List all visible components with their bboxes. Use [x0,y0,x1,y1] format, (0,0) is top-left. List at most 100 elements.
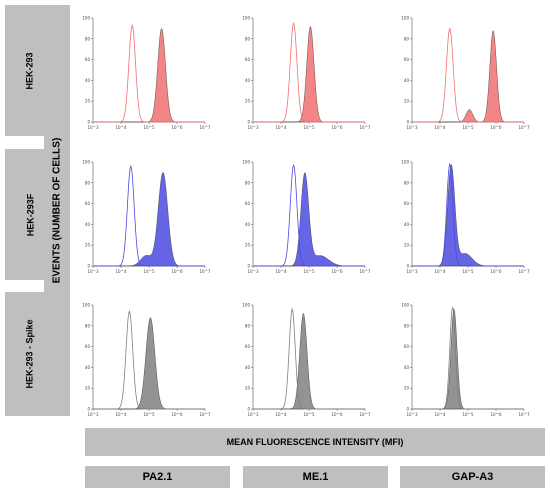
y-tick-label: 60 [245,57,251,62]
y-tick-label: 100 [242,303,250,308]
x-tick-label: 10^4 [435,125,446,130]
histogram-hek-293f-gap-a3: 0 20 40 60 80 100 10^3 10^4 10^5 10^6 10^7 [401,160,530,275]
x-tick-label: 10^4 [116,125,127,130]
y-tick-label: 60 [404,57,410,62]
x-tick-label: 10^7 [360,269,371,274]
x-tick-label: 10^5 [144,125,155,130]
control-histogram [253,21,365,123]
x-tick-label: 10^3 [407,125,418,130]
y-tick-label: 0 [247,120,250,125]
y-tick-label: 100 [82,16,90,21]
y-tick-label: 100 [82,303,90,308]
x-tick-label: 10^5 [304,125,315,130]
x-tick-label: 10^7 [200,412,211,417]
x-tick-label: 10^3 [88,125,99,130]
histogram-hek-293-gap-a3: 0 20 40 60 80 100 10^3 10^4 10^5 10^6 10^7 [401,16,530,131]
y-tick-label: 20 [245,386,251,391]
sample-histogram [93,171,205,267]
control-histogram [412,162,524,267]
y-tick-label: 20 [245,99,251,104]
y-tick-label: 80 [404,180,410,185]
y-tick-label: 40 [245,78,251,83]
y-tick-label: 100 [242,160,250,165]
sample-histogram [412,308,524,410]
y-tick-label: 80 [245,180,251,185]
x-tick-label: 10^4 [276,125,287,130]
y-tick-label: 0 [247,264,250,269]
x-tick-label: 10^6 [491,412,502,417]
x-axis-title-bar: MEAN FLUORESCENCE INTENSITY (MFI) [85,428,545,456]
y-tick-label: 40 [404,78,410,83]
y-tick-label: 60 [245,344,251,349]
sample-histogram [412,29,524,123]
x-tick-label: 10^3 [88,269,99,274]
sample-histogram [253,25,365,123]
histogram-hek-293-spike-gap-a3: 0 20 40 60 80 100 10^3 10^4 10^5 10^6 10^7 [401,303,530,418]
histogram-hek-293-spike-pa2-1: 0 20 40 60 80 100 10^3 10^4 10^5 10^6 10^7 [82,303,211,418]
x-tick-label: 10^6 [172,269,183,274]
y-tick-label: 60 [85,201,91,206]
sample-histogram [253,312,365,410]
y-tick-label: 60 [85,57,91,62]
x-tick-label: 10^5 [304,412,315,417]
y-tick-label: 40 [85,78,91,83]
control-histogram [253,163,365,267]
histogram-hek-293-spike-me-1: 0 20 40 60 80 100 10^3 10^4 10^5 10^6 10^7 [242,303,371,418]
x-tick-label: 10^6 [491,125,502,130]
x-tick-label: 10^3 [248,412,259,417]
x-tick-label: 10^3 [407,269,418,274]
y-tick-label: 80 [85,323,91,328]
y-tick-label: 0 [406,407,409,412]
x-tick-label: 10^6 [172,412,183,417]
control-histogram [93,164,205,267]
x-tick-label: 10^4 [116,269,127,274]
x-tick-label: 10^7 [519,269,530,274]
y-tick-label: 100 [82,160,90,165]
x-tick-label: 10^6 [172,125,183,130]
y-tick-label: 60 [404,344,410,349]
x-axis-title: MEAN FLUORESCENCE INTENSITY (MFI) [226,437,404,447]
x-tick-label: 10^7 [519,412,530,417]
y-tick-label: 20 [404,243,410,248]
x-tick-label: 10^4 [276,269,287,274]
x-tick-label: 10^7 [519,125,530,130]
x-tick-label: 10^6 [332,412,343,417]
histogram-hek-293f-pa2-1: 0 20 40 60 80 100 10^3 10^4 10^5 10^6 10^7 [82,160,211,275]
y-tick-label: 100 [242,16,250,21]
y-tick-label: 20 [85,99,91,104]
column-label-text: ME.1 [302,471,329,483]
y-tick-label: 40 [85,222,91,227]
x-tick-label: 10^4 [435,412,446,417]
column-label-text: PA2.1 [142,471,173,483]
histogram-hek-293-pa2-1: 0 20 40 60 80 100 10^3 10^4 10^5 10^6 10^7 [82,16,211,131]
x-tick-label: 10^4 [116,412,127,417]
y-tick-label: 0 [87,407,90,412]
x-tick-label: 10^3 [88,412,99,417]
y-tick-label: 0 [406,120,409,125]
histogram-hek-293-me-1: 0 20 40 60 80 100 10^3 10^4 10^5 10^6 10^7 [242,16,371,131]
x-tick-label: 10^3 [248,125,259,130]
y-axis-title-bar: EVENTS (NUMBER OF CELLS) [44,5,70,416]
y-tick-label: 80 [85,36,91,41]
control-histogram [93,309,205,410]
column-label-gap-a3: GAP-A3 [400,466,545,488]
control-histogram [93,24,205,123]
y-tick-label: 60 [404,201,410,206]
x-tick-label: 10^5 [463,412,474,417]
sample-histogram [253,172,365,267]
y-tick-label: 20 [404,99,410,104]
y-tick-label: 0 [406,264,409,269]
y-tick-label: 20 [245,243,251,248]
x-tick-label: 10^7 [360,412,371,417]
y-tick-label: 100 [401,16,409,21]
y-tick-label: 20 [404,386,410,391]
x-tick-label: 10^7 [200,269,211,274]
y-tick-label: 80 [245,36,251,41]
y-tick-label: 80 [404,323,410,328]
sample-histogram [93,317,205,410]
y-tick-label: 40 [85,365,91,370]
row-label-text: HEK-293F [24,193,35,236]
row-label-text: HEK-293 - Spike [25,319,35,389]
x-tick-label: 10^5 [463,125,474,130]
y-tick-label: 100 [401,303,409,308]
